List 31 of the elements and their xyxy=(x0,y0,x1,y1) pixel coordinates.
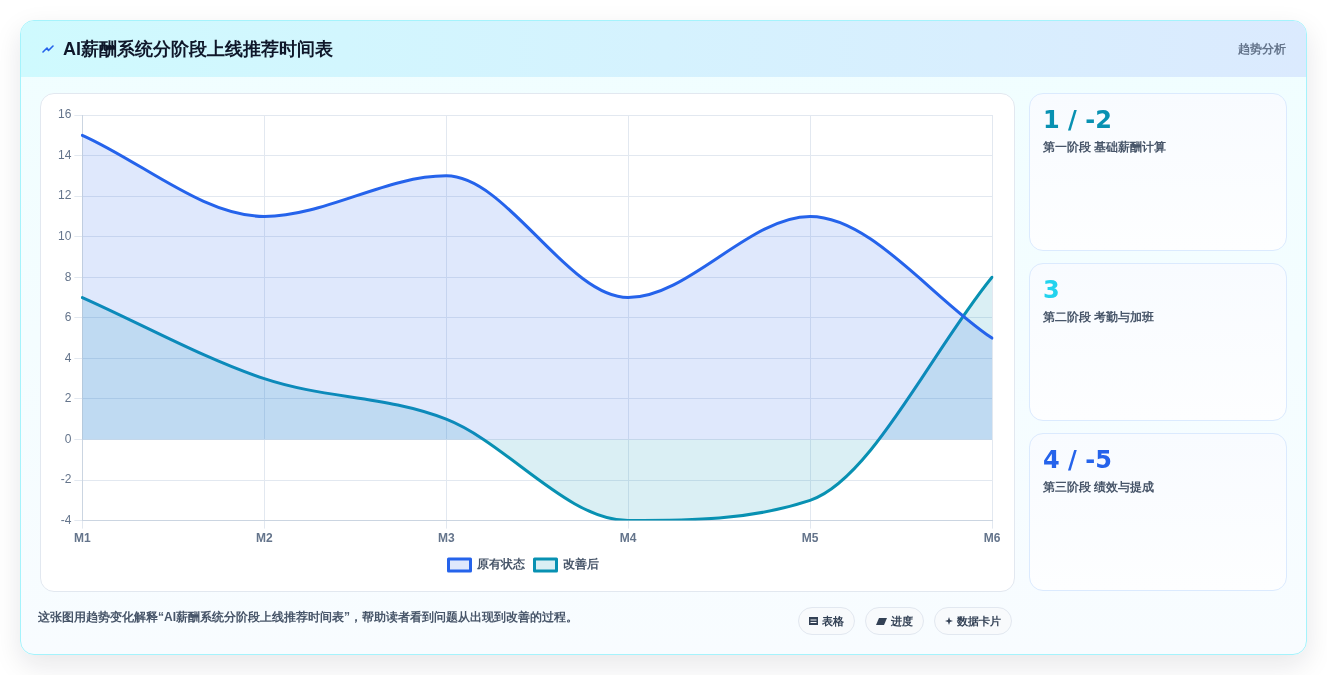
text: 第一阶段 基础薪酬计算 xyxy=(1043,139,1167,155)
y-tick-label: 4 xyxy=(64,350,72,365)
x-tick-label: M1 xyxy=(74,531,92,546)
legend-label: 改善后 xyxy=(562,557,599,572)
text: 1 / -2 xyxy=(1043,106,1112,134)
legend-label: 原有状态 xyxy=(475,557,526,572)
y-tick-label: 14 xyxy=(57,147,72,162)
y-tick-label: 12 xyxy=(57,188,72,203)
text: 第二阶段 考勤与加班 xyxy=(1043,309,1155,325)
text: 趋势分析 xyxy=(1238,41,1286,57)
y-tick-label: 8 xyxy=(64,269,72,284)
x-tick-label: M5 xyxy=(801,531,819,546)
text: 4 / -5 xyxy=(1043,446,1112,474)
text: 这张图用趋势变化解释“AI薪酬系统分阶段上线推荐时间表”，帮助读者看到问题从出现到改善的过程。 xyxy=(38,609,578,625)
tag-chip: 数据卡片 xyxy=(934,607,1012,635)
tag-chip: 表格 xyxy=(798,607,855,635)
x-tick-label: M6 xyxy=(983,531,1001,546)
y-tick-label: 2 xyxy=(64,391,72,406)
y-tick-label: -2 xyxy=(60,472,72,487)
x-tick-label: M4 xyxy=(619,531,637,546)
x-tick-label: M2 xyxy=(255,531,273,546)
text: 第三阶段 绩效与提成 xyxy=(1043,479,1155,495)
x-tick-label: M3 xyxy=(437,531,455,546)
tag-chip: 进度 xyxy=(865,607,924,635)
text: 3 xyxy=(1043,276,1060,304)
y-tick-label: 0 xyxy=(64,431,72,446)
chart-title: AI薪酬系统分阶段上线推荐时间表 xyxy=(63,38,333,60)
y-tick-label: 6 xyxy=(64,310,72,325)
y-tick-label: -4 xyxy=(60,512,72,527)
y-tick-label: 10 xyxy=(57,228,72,243)
y-tick-label: 16 xyxy=(57,107,72,122)
